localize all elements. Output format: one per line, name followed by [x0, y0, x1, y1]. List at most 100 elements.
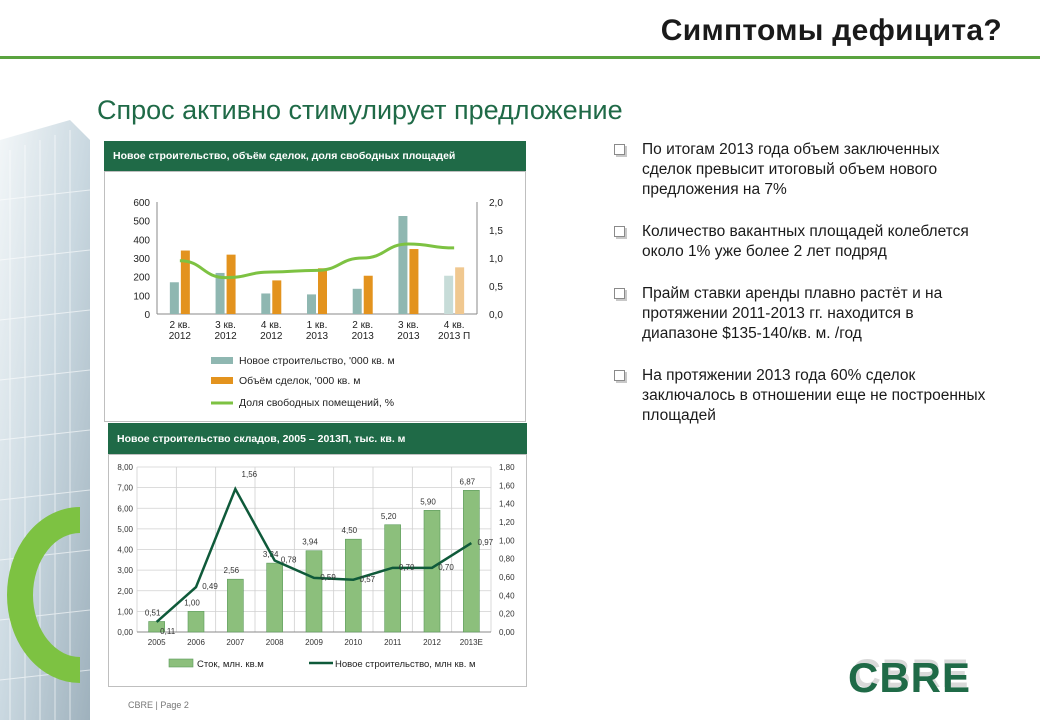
- chart1-x-tick-label: 1 кв.: [307, 320, 328, 331]
- chart2-bar-stock: [423, 510, 441, 633]
- chart1-x-tick-label: 2013 П: [438, 331, 470, 342]
- chart1-vacancy-line: [179, 242, 455, 280]
- chart1-x-tick-label: 2013: [352, 331, 375, 342]
- chart2-y-tick-label: 6,00: [117, 504, 133, 513]
- chart1-bar-new-construction: [398, 216, 408, 314]
- chart2-y-tick-label: 7,00: [117, 484, 133, 493]
- chart2-line-data-label: 0,97: [478, 538, 494, 547]
- cbre-logo: CBRE: [848, 654, 972, 701]
- chart1-legend-label: Доля свободных помещений, %: [239, 397, 394, 409]
- chart2-y2-tick-label: 1,80: [499, 463, 515, 472]
- chart2-y2-tick-label: 1,00: [499, 536, 515, 545]
- chart2-line-data-label: 0,57: [360, 575, 376, 584]
- chart1-bar-deals: [455, 267, 465, 314]
- chart1-legend-label: Объём сделок, '000 кв. м: [239, 375, 360, 387]
- chart1-y2-tick-label: 1,0: [489, 254, 503, 265]
- chart2-new-construction-line: [155, 486, 472, 623]
- chart2-y-tick-label: 8,00: [117, 463, 133, 472]
- checkbox-bullet-icon: [614, 370, 625, 381]
- chart2-bar-stock: [227, 578, 244, 633]
- chart1-y2-tick-label: 2,0: [489, 198, 503, 209]
- chart1-bar-deals: [363, 275, 373, 314]
- chart2-x-tick-label: 2007: [226, 638, 244, 647]
- chart1-box: 0 100 200 300 400 500 600 0,0 0,5 1,0 1,5 2,0 2 кв. 2…: [104, 171, 526, 422]
- chart2-y2-tick-label: 0,80: [499, 555, 515, 564]
- chart1-x-tick-label: 2012: [169, 331, 192, 342]
- bullet-text: Количество вакантных площадей колеблется…: [642, 223, 969, 260]
- chart2-y-tick-label: 1,00: [117, 607, 133, 616]
- chart1-bar-deals: [409, 249, 419, 314]
- bullet-item: По итогам 2013 года объем заключенных сд…: [612, 140, 992, 200]
- chart1-y-tick-label: 500: [133, 217, 150, 228]
- chart1-bar-deals: [180, 250, 190, 314]
- chart2-bar-data-label: 2,56: [224, 566, 240, 575]
- chart2-x-tick-label: 2009: [305, 638, 323, 647]
- chart1-x-tick-label: 2 кв.: [352, 320, 373, 331]
- chart1-bar-new-construction: [352, 288, 362, 314]
- chart2-box: 0,00 1,00 2,00 3,00 4,00 5,00 6,00 7,00 8,00 0,00…: [108, 454, 527, 687]
- chart2-y2-tick-label: 1,60: [499, 481, 515, 490]
- checkbox-bullet-icon: [614, 144, 625, 155]
- chart2-bar-data-label: 5,20: [381, 512, 397, 521]
- chart2-legend-label: Новое строительство, млн кв. м: [335, 659, 476, 670]
- slide-title: Симптомы дефицита?: [660, 14, 1002, 47]
- chart1-y-tick-label: 400: [133, 235, 150, 246]
- title-divider: [0, 56, 1040, 59]
- chart1-bar-deals: [318, 268, 327, 314]
- chart1-bar-new-construction: [169, 282, 179, 314]
- chart2-line-data-label: 0,49: [202, 582, 218, 591]
- bullet-list: По итогам 2013 года объем заключенных сд…: [612, 140, 992, 448]
- chart2-x-tick-label: 2011: [384, 638, 402, 647]
- chart2-line-data-label: 0,78: [281, 556, 297, 565]
- chart1-y-tick-label: 600: [133, 198, 150, 209]
- chart2-bar-stock: [187, 611, 205, 633]
- chart1-x-tick-label: 2013: [397, 331, 420, 342]
- chart1-x-tick-label: 4 кв.: [444, 320, 465, 331]
- chart1-y2-tick-label: 1,5: [489, 226, 503, 237]
- chart2-bar-data-label: 4,50: [342, 526, 358, 535]
- chart1-x-tick-label: 2013: [306, 331, 329, 342]
- chart1-legend-swatch-new-construction: [211, 357, 233, 364]
- decorative-building-image: [0, 120, 90, 720]
- chart2-y-tick-label: 5,00: [117, 525, 133, 534]
- chart2-x-tick-label: 2010: [344, 638, 362, 647]
- chart2-x-tick-label: 2006: [187, 638, 205, 647]
- chart2-bar-stock: [463, 490, 480, 633]
- chart1-bar-new-construction: [261, 293, 271, 314]
- chart2-bar-stock: [305, 550, 323, 633]
- chart1-y-tick-label: 100: [133, 291, 150, 302]
- chart2-y2-tick-label: 1,20: [499, 518, 515, 527]
- chart1-x-tick-label: 3 кв.: [215, 320, 236, 331]
- chart1-bar-new-construction: [215, 272, 225, 314]
- chart2-legend-label: Сток, млн. кв.м: [197, 659, 264, 670]
- chart1-y2-tick-label: 0,0: [489, 310, 503, 321]
- chart1-y-tick-label: 300: [133, 254, 150, 265]
- chart2-y2-tick-label: 0,20: [499, 610, 515, 619]
- bullet-item: На протяжении 2013 года 60% сделок заклю…: [612, 366, 992, 426]
- chart2-y2-tick-label: 0,00: [499, 628, 515, 637]
- chart1-x-tick-label: 3 кв.: [398, 320, 419, 331]
- chart1-bar-deals: [226, 254, 236, 314]
- chart2-svg: 0,00 1,00 2,00 3,00 4,00 5,00 6,00 7,00 8,00 0,00…: [117, 463, 515, 670]
- chart2-bar-data-label: 6,87: [460, 477, 476, 486]
- chart1-y-tick-label: 0: [144, 310, 150, 321]
- logo-shadow: CBRE: [852, 652, 970, 696]
- chart2-y-tick-label: 3,00: [117, 566, 133, 575]
- chart1-legend-label: Новое строительство, '000 кв. м: [239, 355, 395, 367]
- bullet-text: На протяжении 2013 года 60% сделок заклю…: [642, 367, 986, 424]
- chart2-legend-swatch-stock: [168, 658, 194, 668]
- chart2-line-data-label: 0,11: [160, 627, 176, 636]
- chart2-line-data-label: 0,70: [399, 563, 415, 572]
- chart2-line-data-label: 1,56: [242, 470, 258, 479]
- bullet-text: По итогам 2013 года объем заключенных сд…: [642, 141, 940, 198]
- checkbox-bullet-icon: [614, 288, 625, 299]
- chart2-bar-data-label: 0,51: [145, 608, 161, 617]
- chart1-x-tick-label: 2012: [260, 331, 283, 342]
- chart1-y-tick-label: 200: [133, 273, 150, 284]
- chart2-x-tick-label: 2005: [148, 638, 166, 647]
- chart2-y-tick-label: 2,00: [117, 587, 133, 596]
- chart2-y-tick-label: 4,00: [117, 546, 133, 555]
- chart1-x-tick-label: 2012: [214, 331, 237, 342]
- chart2-x-tick-label: 2012: [423, 638, 441, 647]
